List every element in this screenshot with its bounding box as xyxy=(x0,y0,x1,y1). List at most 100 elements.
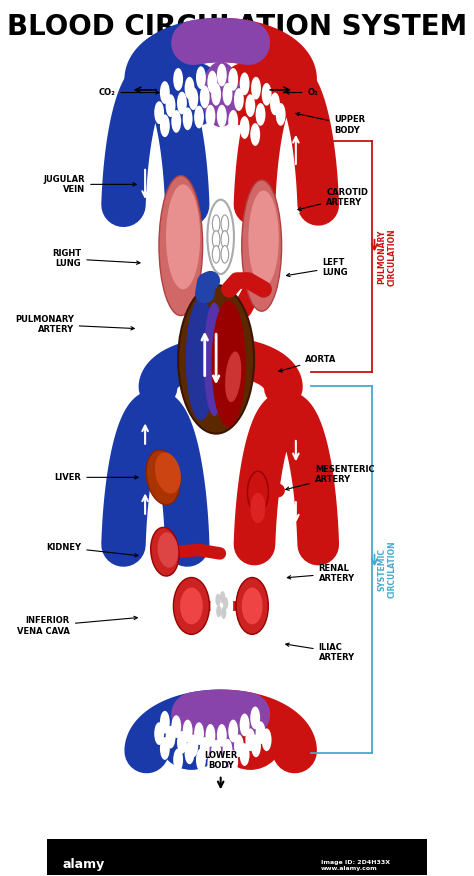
Text: UPPER
BODY: UPPER BODY xyxy=(296,112,365,135)
Ellipse shape xyxy=(180,588,203,625)
Text: RENAL
ARTERY: RENAL ARTERY xyxy=(287,564,355,583)
Circle shape xyxy=(217,64,227,87)
Circle shape xyxy=(234,734,244,757)
Ellipse shape xyxy=(236,577,268,634)
Ellipse shape xyxy=(146,450,180,505)
Ellipse shape xyxy=(158,61,225,127)
Circle shape xyxy=(223,738,232,761)
Circle shape xyxy=(240,73,249,95)
Circle shape xyxy=(208,752,217,775)
Ellipse shape xyxy=(151,527,179,576)
Bar xyxy=(47,838,427,875)
Circle shape xyxy=(184,741,194,764)
Circle shape xyxy=(212,245,220,263)
Circle shape xyxy=(196,67,206,89)
Circle shape xyxy=(216,605,221,618)
Text: JUGULAR
VEIN: JUGULAR VEIN xyxy=(44,174,136,194)
Ellipse shape xyxy=(208,200,234,274)
Ellipse shape xyxy=(204,302,225,416)
Circle shape xyxy=(184,77,194,100)
Circle shape xyxy=(154,722,164,745)
Circle shape xyxy=(173,68,183,91)
Ellipse shape xyxy=(157,533,178,568)
Text: BLOOD CIRCULATION SYSTEM: BLOOD CIRCULATION SYSTEM xyxy=(7,13,467,41)
Circle shape xyxy=(211,83,221,106)
Text: CAROTID
ARTERY: CAROTID ARTERY xyxy=(298,187,368,210)
Ellipse shape xyxy=(159,175,203,315)
Ellipse shape xyxy=(171,429,270,710)
Ellipse shape xyxy=(201,704,240,770)
Circle shape xyxy=(240,743,249,766)
Circle shape xyxy=(165,725,175,748)
Circle shape xyxy=(255,721,265,744)
Ellipse shape xyxy=(247,471,268,513)
Circle shape xyxy=(246,95,255,117)
Text: KIDNEY: KIDNEY xyxy=(46,543,138,557)
Circle shape xyxy=(182,719,192,742)
Circle shape xyxy=(270,93,280,116)
Text: PULMONARY
CIRCULATION: PULMONARY CIRCULATION xyxy=(377,228,397,286)
Ellipse shape xyxy=(217,61,283,127)
Circle shape xyxy=(228,68,238,91)
Circle shape xyxy=(206,105,215,128)
Ellipse shape xyxy=(225,351,241,402)
Circle shape xyxy=(194,106,204,129)
Ellipse shape xyxy=(201,61,240,127)
Text: CO₂: CO₂ xyxy=(99,88,159,97)
Ellipse shape xyxy=(171,93,270,364)
Circle shape xyxy=(262,83,272,106)
Circle shape xyxy=(160,115,170,138)
Circle shape xyxy=(194,722,204,745)
Circle shape xyxy=(217,724,227,746)
Ellipse shape xyxy=(248,190,279,286)
Text: LEFT
LUNG: LEFT LUNG xyxy=(286,258,348,277)
Circle shape xyxy=(228,719,238,742)
Ellipse shape xyxy=(155,452,181,493)
Ellipse shape xyxy=(211,300,246,427)
Text: LIVER: LIVER xyxy=(55,473,138,482)
Text: AORTA: AORTA xyxy=(279,355,337,372)
Circle shape xyxy=(200,86,210,109)
Text: INFERIOR
VENA CAVA: INFERIOR VENA CAVA xyxy=(17,617,137,636)
Circle shape xyxy=(223,83,232,106)
Text: RIGHT
LUNG: RIGHT LUNG xyxy=(52,249,140,268)
Circle shape xyxy=(188,88,198,110)
Ellipse shape xyxy=(242,180,282,311)
Circle shape xyxy=(212,215,220,232)
Ellipse shape xyxy=(158,704,225,770)
Circle shape xyxy=(171,110,181,133)
Circle shape xyxy=(234,88,244,111)
Circle shape xyxy=(210,580,233,632)
Circle shape xyxy=(177,731,187,753)
Circle shape xyxy=(211,739,221,762)
Circle shape xyxy=(221,215,228,232)
Circle shape xyxy=(173,748,183,771)
Circle shape xyxy=(221,245,228,263)
Ellipse shape xyxy=(186,298,216,420)
Text: ILIAC
ARTERY: ILIAC ARTERY xyxy=(286,643,355,662)
Circle shape xyxy=(217,754,227,777)
Circle shape xyxy=(255,103,265,126)
Circle shape xyxy=(206,724,215,746)
Circle shape xyxy=(188,734,198,757)
Circle shape xyxy=(160,81,170,104)
Text: PULMONARY
ARTERY: PULMONARY ARTERY xyxy=(15,314,134,334)
Circle shape xyxy=(223,597,228,610)
Ellipse shape xyxy=(166,184,200,289)
Circle shape xyxy=(228,110,238,133)
Ellipse shape xyxy=(242,588,263,625)
Circle shape xyxy=(228,750,238,773)
Circle shape xyxy=(251,77,261,100)
Circle shape xyxy=(196,748,206,771)
Circle shape xyxy=(154,102,164,124)
Circle shape xyxy=(217,105,227,128)
Circle shape xyxy=(177,92,187,115)
Circle shape xyxy=(221,607,227,619)
Circle shape xyxy=(200,737,210,759)
Ellipse shape xyxy=(217,704,283,770)
Circle shape xyxy=(250,124,260,146)
Text: Image ID: 2D4H33X
www.alamy.com: Image ID: 2D4H33X www.alamy.com xyxy=(320,860,390,871)
Circle shape xyxy=(251,734,261,757)
Text: O₂: O₂ xyxy=(286,88,318,97)
Circle shape xyxy=(220,591,225,604)
